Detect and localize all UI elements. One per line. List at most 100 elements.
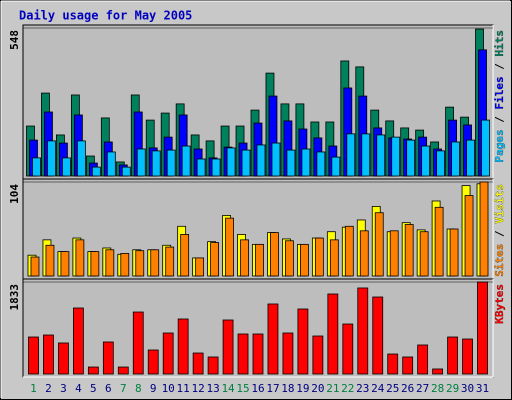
bar: [87, 366, 99, 375]
bar: [327, 293, 339, 375]
bar: [192, 352, 204, 375]
bar: [58, 342, 69, 375]
bar: [147, 349, 159, 375]
bar: [357, 287, 369, 375]
bar: [196, 158, 206, 177]
x-tick-label: 9: [150, 382, 157, 395]
bar: [432, 368, 444, 375]
bar: [312, 335, 324, 375]
bar: [344, 225, 354, 277]
bar: [237, 333, 249, 375]
bar: [285, 240, 294, 277]
chart-title: Daily usage for May 2005: [19, 9, 192, 23]
bar: [421, 145, 431, 177]
bar: [207, 356, 219, 375]
bar: [75, 239, 85, 277]
bar: [222, 319, 234, 375]
bar: [466, 139, 475, 177]
x-tick-label: 17: [266, 382, 279, 395]
bar: [329, 239, 339, 277]
bar: [240, 239, 249, 277]
bar: [282, 332, 294, 375]
x-tick-label: 19: [296, 382, 309, 395]
bar: [255, 243, 264, 277]
bar: [404, 224, 414, 277]
x-tick-label: 30: [461, 382, 474, 395]
bar: [387, 353, 399, 375]
bar: [45, 244, 55, 277]
bar: [91, 166, 101, 177]
bar: [150, 249, 160, 277]
bar: [105, 249, 115, 277]
bar: [241, 149, 251, 177]
x-tick-label: 7: [120, 382, 127, 395]
bar: [72, 307, 84, 375]
bar: [447, 336, 458, 375]
bar: [301, 148, 311, 177]
bar: [90, 251, 100, 277]
bar: [226, 147, 236, 177]
bar: [132, 311, 144, 375]
x-tick-label: 22: [341, 382, 354, 395]
bar: [162, 332, 174, 375]
legend-entry: Files: [493, 76, 506, 109]
bar: [102, 341, 114, 375]
bar: [28, 336, 39, 375]
bar: [106, 151, 116, 177]
x-tick-label: 28: [431, 382, 444, 395]
legend-entry: Visits: [493, 184, 506, 224]
bar: [316, 151, 326, 177]
bar: [117, 366, 129, 375]
bar: [406, 139, 416, 177]
bar: [462, 338, 473, 375]
legend-entry: Sites: [493, 244, 506, 277]
bar: [331, 156, 341, 177]
x-tick-label: 25: [386, 382, 399, 395]
legend-separator: /: [493, 110, 506, 130]
bar: [376, 134, 386, 177]
bar: [180, 234, 190, 277]
x-tick-label: 14: [221, 382, 235, 395]
bar: [477, 281, 488, 375]
bar: [464, 195, 474, 277]
bar: [402, 356, 414, 375]
x-tick-label: 5: [90, 382, 97, 395]
bar: [43, 334, 54, 375]
bar: [195, 257, 205, 277]
bar: [62, 157, 71, 177]
bar: [389, 230, 399, 277]
bar: [165, 246, 175, 277]
bar: [479, 181, 489, 277]
legend-separator: /: [493, 224, 506, 244]
bar: [120, 253, 130, 277]
bar: [135, 250, 145, 277]
x-tick-label: 12: [192, 382, 205, 395]
bar: [166, 149, 176, 177]
x-tick-label: 10: [162, 382, 175, 395]
x-tick-label: 8: [135, 382, 142, 395]
bar: [417, 344, 429, 375]
x-tick-label: 16: [251, 382, 264, 395]
bar: [434, 206, 444, 277]
bar: [436, 150, 446, 177]
x-tick-label: 31: [476, 382, 489, 395]
legend: KBytes: [493, 284, 506, 324]
x-tick-label: 29: [446, 382, 459, 395]
x-tick-label: 21: [326, 382, 339, 395]
bar: [121, 166, 131, 177]
bar: [177, 318, 189, 375]
bar: [211, 158, 221, 177]
x-tick-label: 20: [311, 382, 324, 395]
bar: [30, 256, 40, 277]
bar: [60, 251, 70, 277]
x-tick-label: 23: [356, 382, 369, 395]
x-tick-label: 24: [371, 382, 385, 395]
y-tick-label: 104: [8, 184, 21, 204]
bar: [252, 333, 264, 375]
bar: [391, 136, 401, 177]
bar: [210, 242, 219, 277]
x-tick-label: 26: [401, 382, 414, 395]
bar: [361, 133, 371, 177]
bar: [76, 140, 86, 177]
